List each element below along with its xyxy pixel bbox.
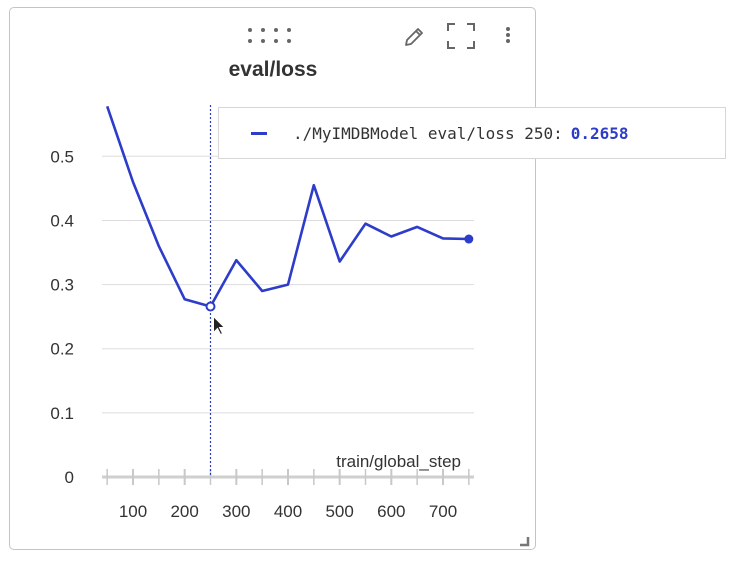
x-axis-label: train/global_step xyxy=(336,452,461,471)
x-tick-label: 400 xyxy=(274,502,302,521)
x-tick-label: 700 xyxy=(429,502,457,521)
y-tick-label: 0.3 xyxy=(50,276,74,295)
drag-handle-icon[interactable] xyxy=(248,28,296,46)
x-tick-label: 200 xyxy=(170,502,198,521)
x-tick-label: 500 xyxy=(325,502,353,521)
more-vert-icon[interactable] xyxy=(503,25,513,47)
y-tick-label: 0.4 xyxy=(50,211,74,230)
chart-card xyxy=(9,7,536,550)
x-tick-label: 300 xyxy=(222,502,250,521)
y-tick-label: 0.1 xyxy=(50,404,74,423)
pencil-icon[interactable] xyxy=(402,25,426,49)
y-tick-label: 0.5 xyxy=(50,147,74,166)
tooltip-value: 0.2658 xyxy=(570,123,629,143)
x-tick-label: 100 xyxy=(119,502,147,521)
x-tick-label: 600 xyxy=(377,502,405,521)
fullscreen-icon[interactable] xyxy=(446,22,476,50)
resize-corner-icon[interactable] xyxy=(517,534,531,548)
mouse-cursor-icon xyxy=(213,315,226,336)
y-tick-label: 0.2 xyxy=(50,340,74,359)
last-point xyxy=(464,234,474,244)
tooltip-run: ./MyIMDBModel xyxy=(293,123,419,143)
hover-tooltip: ./MyIMDBModel eval/loss 250: 0.2658 xyxy=(218,107,726,159)
tooltip-tag: eval/loss xyxy=(427,123,515,143)
series-line xyxy=(105,105,469,308)
hover-point xyxy=(205,301,216,312)
tooltip-step: 250: xyxy=(524,123,563,143)
series-swatch xyxy=(251,131,267,135)
chart-title: eval/loss xyxy=(228,58,318,81)
y-tick-label: 0 xyxy=(65,468,74,487)
